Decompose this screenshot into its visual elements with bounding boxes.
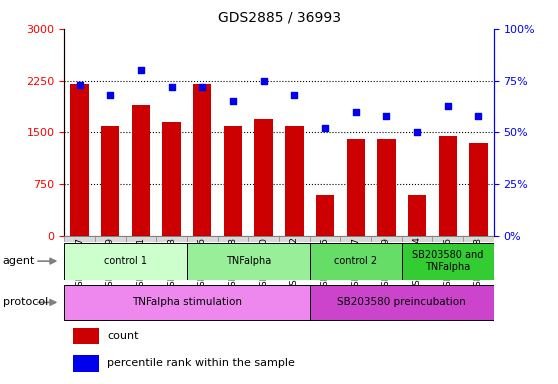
Bar [193, 84, 211, 236]
Bar [187, 236, 218, 242]
Bar [132, 105, 150, 236]
Bar [64, 243, 187, 280]
Text: SB203580 and
TNFalpha: SB203580 and TNFalpha [412, 250, 483, 272]
Text: TNFalpha stimulation: TNFalpha stimulation [132, 297, 242, 308]
Bar [64, 236, 95, 242]
Bar [310, 285, 494, 320]
Bar [162, 122, 181, 236]
Bar [347, 139, 365, 236]
Text: agent: agent [3, 256, 35, 266]
Bar [310, 243, 402, 280]
Bar [463, 236, 494, 242]
Bar [101, 126, 119, 236]
Text: GSM189810: GSM189810 [259, 237, 268, 291]
Bar [248, 236, 279, 242]
Point [474, 113, 483, 119]
Text: GSM189812: GSM189812 [290, 237, 299, 291]
Text: TNFalpha: TNFalpha [225, 256, 271, 266]
Point [105, 92, 115, 98]
Point [198, 84, 206, 90]
Text: control 2: control 2 [334, 256, 377, 266]
Bar [408, 195, 426, 236]
Bar [218, 236, 248, 242]
Bar [224, 126, 242, 236]
Text: control 1: control 1 [104, 256, 147, 266]
Bar [187, 243, 310, 280]
Text: count: count [107, 331, 138, 341]
Point [443, 103, 452, 109]
Bar [432, 236, 463, 242]
Text: GSM189819: GSM189819 [382, 237, 391, 291]
Text: GSM189809: GSM189809 [105, 237, 115, 291]
Bar [73, 328, 99, 344]
Point [382, 113, 391, 119]
Point [228, 98, 237, 104]
Bar [73, 356, 99, 372]
Bar [402, 243, 494, 280]
Text: GSM189816: GSM189816 [443, 237, 453, 291]
Point [167, 84, 176, 90]
Bar [402, 236, 432, 242]
Text: GSM189815: GSM189815 [320, 237, 330, 291]
Text: SB203580 preincubation: SB203580 preincubation [338, 297, 466, 308]
Text: protocol: protocol [3, 297, 48, 308]
Bar [371, 236, 402, 242]
Bar [439, 136, 457, 236]
Text: GSM189814: GSM189814 [412, 237, 422, 291]
Bar [70, 84, 89, 236]
Text: GSM189811: GSM189811 [136, 237, 146, 291]
Point [412, 129, 421, 136]
Point [259, 78, 268, 84]
Text: GSM189808: GSM189808 [228, 237, 238, 291]
Text: percentile rank within the sample: percentile rank within the sample [107, 358, 295, 369]
Text: GSM189817: GSM189817 [351, 237, 360, 291]
Bar [254, 119, 273, 236]
Bar [310, 236, 340, 242]
Bar [156, 236, 187, 242]
Text: GSM189813: GSM189813 [167, 237, 176, 291]
Title: GDS2885 / 36993: GDS2885 / 36993 [218, 11, 340, 25]
Bar [95, 236, 126, 242]
Bar [64, 285, 310, 320]
Bar [316, 195, 334, 236]
Bar [126, 236, 156, 242]
Point [351, 109, 360, 115]
Bar [279, 236, 310, 242]
Bar [340, 236, 371, 242]
Text: GSM189807: GSM189807 [75, 237, 84, 291]
Point [136, 67, 145, 73]
Bar [469, 143, 488, 236]
Text: GSM189818: GSM189818 [474, 237, 483, 291]
Point [75, 82, 84, 88]
Bar [285, 126, 304, 236]
Point [290, 92, 299, 98]
Text: GSM189806: GSM189806 [198, 237, 207, 291]
Point [320, 125, 329, 131]
Bar [377, 139, 396, 236]
